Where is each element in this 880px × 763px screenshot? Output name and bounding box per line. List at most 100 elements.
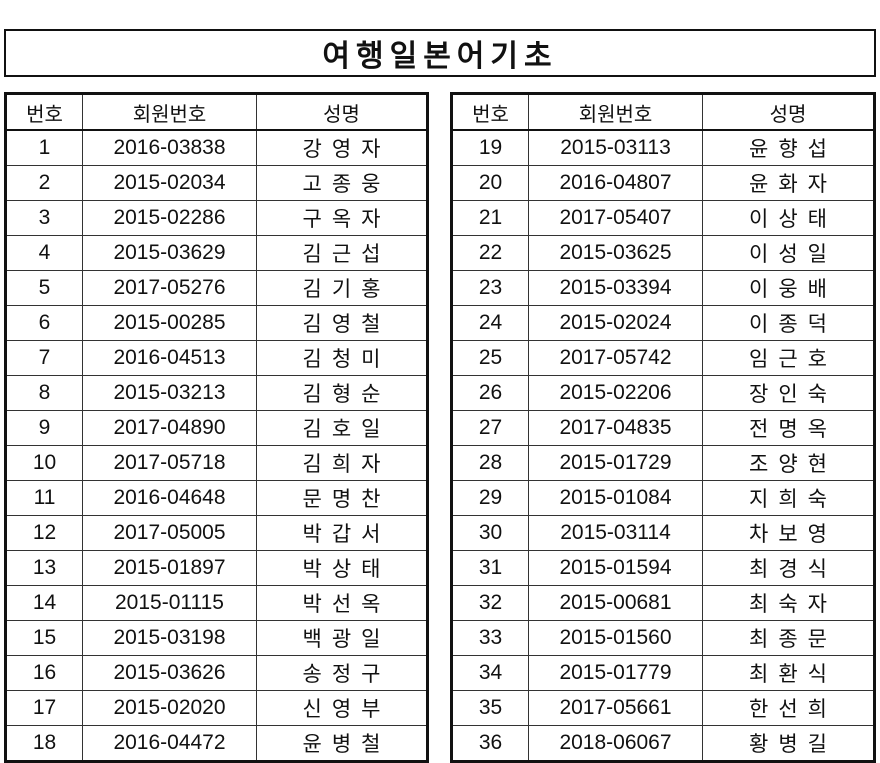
cell-name: 김근섭 — [256, 235, 428, 271]
cell-number: 16 — [5, 655, 83, 691]
table-row: 26 2015-02206 장인숙 — [451, 375, 875, 411]
table-row: 4 2015-03629 김근섭 — [5, 235, 428, 271]
header-number: 번호 — [451, 93, 529, 131]
cell-number: 13 — [5, 550, 83, 586]
page-title: 여행일본어기초 — [4, 29, 876, 77]
cell-member-id: 2018-06067 — [528, 725, 703, 762]
cell-number: 34 — [451, 655, 529, 691]
table-row: 36 2018-06067 황병길 — [451, 725, 875, 762]
cell-member-id: 2015-00285 — [82, 305, 257, 341]
table-row: 32 2015-00681 최숙자 — [451, 585, 875, 621]
cell-member-id: 2015-02206 — [528, 375, 703, 411]
cell-member-id: 2015-01594 — [528, 550, 703, 586]
cell-name: 김영철 — [256, 305, 428, 341]
cell-number: 29 — [451, 480, 529, 516]
cell-number: 7 — [5, 340, 83, 376]
table-row: 27 2017-04835 전명옥 — [451, 410, 875, 446]
cell-member-id: 2015-03213 — [82, 375, 257, 411]
cell-number: 36 — [451, 725, 529, 762]
cell-number: 19 — [451, 129, 529, 166]
cell-name: 이웅배 — [702, 270, 875, 306]
cell-name: 신영부 — [256, 690, 428, 726]
cell-member-id: 2017-05407 — [528, 200, 703, 236]
member-table-right: 번호 회원번호 성명 19 2015-03113 윤향섭 20 2016-04807 윤화… — [450, 92, 876, 763]
table-row: 29 2015-01084 지희숙 — [451, 480, 875, 516]
table-row: 12 2017-05005 박갑서 — [5, 515, 428, 551]
cell-number: 31 — [451, 550, 529, 586]
cell-member-id: 2015-01115 — [82, 585, 257, 621]
cell-member-id: 2016-03838 — [82, 129, 257, 166]
cell-member-id: 2017-05005 — [82, 515, 257, 551]
cell-number: 30 — [451, 515, 529, 551]
cell-name: 고종웅 — [256, 165, 428, 201]
table-row: 6 2015-00285 김영철 — [5, 305, 428, 341]
table-row: 11 2016-04648 문명찬 — [5, 480, 428, 516]
cell-name: 최종문 — [702, 620, 875, 656]
cell-number: 10 — [5, 445, 83, 481]
cell-member-id: 2015-03198 — [82, 620, 257, 656]
cell-member-id: 2017-04890 — [82, 410, 257, 446]
cell-member-id: 2015-01560 — [528, 620, 703, 656]
cell-name: 전명옥 — [702, 410, 875, 446]
cell-number: 18 — [5, 725, 83, 762]
cell-name: 지희숙 — [702, 480, 875, 516]
cell-member-id: 2015-02286 — [82, 200, 257, 236]
cell-member-id: 2015-03114 — [528, 515, 703, 551]
cell-number: 5 — [5, 270, 83, 306]
cell-name: 윤병철 — [256, 725, 428, 762]
cell-number: 12 — [5, 515, 83, 551]
cell-number: 21 — [451, 200, 529, 236]
cell-number: 27 — [451, 410, 529, 446]
table-row: 19 2015-03113 윤향섭 — [451, 129, 875, 166]
cell-name: 문명찬 — [256, 480, 428, 516]
cell-name: 김형순 — [256, 375, 428, 411]
table-row: 35 2017-05661 한선희 — [451, 690, 875, 726]
cell-number: 28 — [451, 445, 529, 481]
cell-member-id: 2017-05276 — [82, 270, 257, 306]
cell-name: 윤향섭 — [702, 129, 875, 166]
cell-number: 26 — [451, 375, 529, 411]
table-row: 10 2017-05718 김희자 — [5, 445, 428, 481]
cell-name: 송정구 — [256, 655, 428, 691]
table-row: 16 2015-03626 송정구 — [5, 655, 428, 691]
cell-number: 22 — [451, 235, 529, 271]
table-row: 15 2015-03198 백광일 — [5, 620, 428, 656]
table-row: 13 2015-01897 박상태 — [5, 550, 428, 586]
cell-member-id: 2016-04472 — [82, 725, 257, 762]
member-table-left: 번호 회원번호 성명 1 2016-03838 강영자 2 2015-02034 고종웅 3… — [4, 92, 429, 763]
cell-number: 3 — [5, 200, 83, 236]
cell-number: 20 — [451, 165, 529, 201]
cell-member-id: 2015-00681 — [528, 585, 703, 621]
table-row: 33 2015-01560 최종문 — [451, 620, 875, 656]
cell-name: 임근호 — [702, 340, 875, 376]
cell-member-id: 2015-03394 — [528, 270, 703, 306]
cell-name: 김희자 — [256, 445, 428, 481]
cell-number: 2 — [5, 165, 83, 201]
cell-name: 윤화자 — [702, 165, 875, 201]
cell-member-id: 2016-04807 — [528, 165, 703, 201]
cell-number: 15 — [5, 620, 83, 656]
table-row: 5 2017-05276 김기홍 — [5, 270, 428, 306]
table-row: 34 2015-01779 최환식 — [451, 655, 875, 691]
cell-number: 33 — [451, 620, 529, 656]
cell-number: 14 — [5, 585, 83, 621]
table-row: 7 2016-04513 김청미 — [5, 340, 428, 376]
table-row: 3 2015-02286 구옥자 — [5, 200, 428, 236]
cell-number: 25 — [451, 340, 529, 376]
cell-member-id: 2015-02020 — [82, 690, 257, 726]
cell-name: 이상태 — [702, 200, 875, 236]
cell-member-id: 2015-03629 — [82, 235, 257, 271]
table-row: 25 2017-05742 임근호 — [451, 340, 875, 376]
table-row: 24 2015-02024 이종덕 — [451, 305, 875, 341]
cell-number: 35 — [451, 690, 529, 726]
cell-name: 최환식 — [702, 655, 875, 691]
cell-number: 24 — [451, 305, 529, 341]
cell-member-id: 2017-05661 — [528, 690, 703, 726]
table-row: 22 2015-03625 이성일 — [451, 235, 875, 271]
cell-member-id: 2017-05742 — [528, 340, 703, 376]
header-number: 번호 — [5, 93, 83, 131]
cell-member-id: 2015-01779 — [528, 655, 703, 691]
cell-name: 백광일 — [256, 620, 428, 656]
cell-number: 4 — [5, 235, 83, 271]
cell-member-id: 2015-01729 — [528, 445, 703, 481]
